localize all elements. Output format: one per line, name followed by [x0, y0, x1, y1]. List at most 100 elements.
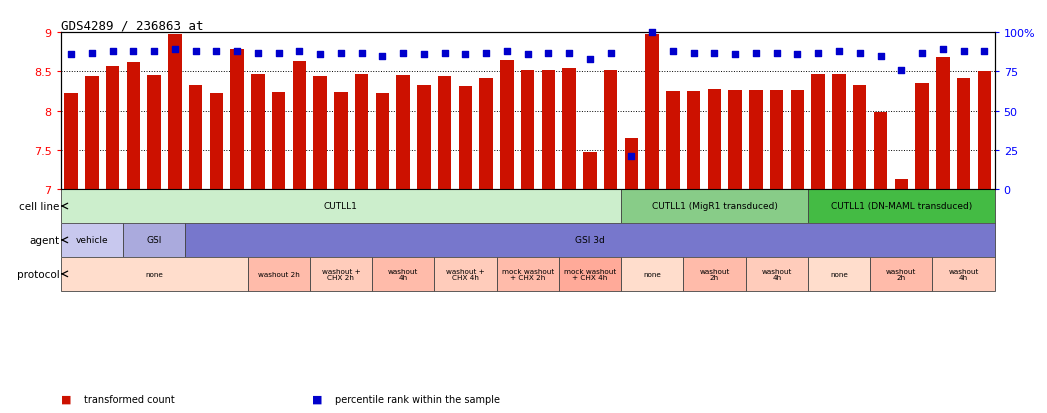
Point [270, 50, 287, 57]
Point [146, 48, 162, 55]
Point [519, 52, 536, 58]
Point [291, 48, 308, 55]
Text: washout
2h: washout 2h [699, 268, 730, 280]
Text: mock washout
+ CHX 2h: mock washout + CHX 2h [502, 268, 554, 280]
Point [166, 47, 183, 54]
Point [727, 52, 743, 58]
Text: washout 2h: washout 2h [258, 271, 299, 277]
Point [458, 52, 474, 58]
Bar [209, 94, 223, 190]
Bar [625, 139, 639, 190]
Bar [435, 257, 496, 291]
Bar [148, 76, 161, 190]
Bar [915, 84, 929, 190]
Point [540, 50, 557, 57]
Bar [808, 257, 870, 291]
Bar [894, 179, 908, 190]
Point [437, 50, 453, 57]
Point [686, 50, 703, 57]
Point [477, 50, 494, 57]
Point [333, 50, 350, 57]
Bar [313, 77, 327, 190]
Bar [559, 257, 621, 291]
Point [748, 50, 764, 57]
Bar [169, 36, 181, 190]
Point [644, 30, 661, 36]
Text: GSI: GSI [147, 236, 162, 245]
Text: cell line: cell line [19, 202, 60, 211]
Point [623, 153, 640, 160]
Text: mock washout
+ CHX 4h: mock washout + CHX 4h [564, 268, 616, 280]
Bar [687, 92, 700, 190]
Point [581, 56, 598, 63]
Text: GSI 3d: GSI 3d [575, 236, 605, 245]
Bar [870, 257, 933, 291]
Point [63, 52, 80, 58]
Point [914, 50, 931, 57]
Point [893, 67, 910, 74]
Text: transformed count: transformed count [84, 394, 175, 404]
Text: washout +
CHX 2h: washout + CHX 2h [321, 268, 360, 280]
Bar [604, 71, 618, 190]
Bar [480, 78, 493, 190]
Bar [978, 72, 992, 190]
Point [665, 48, 682, 55]
Bar [230, 50, 244, 190]
Bar [666, 92, 680, 190]
Bar [61, 257, 247, 291]
Bar [293, 62, 306, 190]
Text: GDS4289 / 236863_at: GDS4289 / 236863_at [61, 19, 203, 32]
Bar [621, 190, 808, 223]
Text: washout
4h: washout 4h [388, 268, 419, 280]
Point [602, 50, 619, 57]
Text: washout
4h: washout 4h [949, 268, 979, 280]
Text: vehicle: vehicle [75, 236, 108, 245]
Bar [188, 85, 202, 190]
Bar [247, 257, 310, 291]
Bar [933, 257, 995, 291]
Bar [122, 223, 185, 257]
Text: ■: ■ [312, 394, 322, 404]
Point [934, 47, 951, 54]
Bar [417, 85, 430, 190]
Point [395, 50, 411, 57]
Bar [750, 91, 762, 190]
Bar [621, 257, 684, 291]
Bar [185, 223, 995, 257]
Bar [770, 91, 783, 190]
Bar [541, 71, 555, 190]
Bar [85, 77, 98, 190]
Bar [684, 257, 745, 291]
Bar [645, 36, 659, 190]
Bar [251, 75, 265, 190]
Point [976, 48, 993, 55]
Point [561, 50, 578, 57]
Point [706, 50, 722, 57]
Bar [355, 74, 369, 190]
Bar [372, 257, 435, 291]
Bar [562, 69, 576, 190]
Text: CUTLL1: CUTLL1 [324, 202, 358, 211]
Bar [936, 58, 950, 190]
Bar [500, 61, 514, 190]
Bar [729, 91, 742, 190]
Text: washout
2h: washout 2h [886, 268, 916, 280]
Point [125, 48, 141, 55]
Text: percentile rank within the sample: percentile rank within the sample [335, 394, 500, 404]
Bar [376, 93, 389, 190]
Bar [745, 257, 808, 291]
Bar [397, 76, 410, 190]
Bar [583, 153, 597, 190]
Point [374, 53, 391, 60]
Text: CUTLL1 (MigR1 transduced): CUTLL1 (MigR1 transduced) [651, 202, 778, 211]
Point [789, 52, 806, 58]
Point [872, 53, 889, 60]
Bar [811, 75, 825, 190]
Text: agent: agent [29, 235, 60, 245]
Point [105, 48, 121, 55]
Bar [334, 93, 348, 190]
Bar [64, 94, 77, 190]
Bar [957, 78, 971, 190]
Bar [790, 91, 804, 190]
Bar [521, 71, 534, 190]
